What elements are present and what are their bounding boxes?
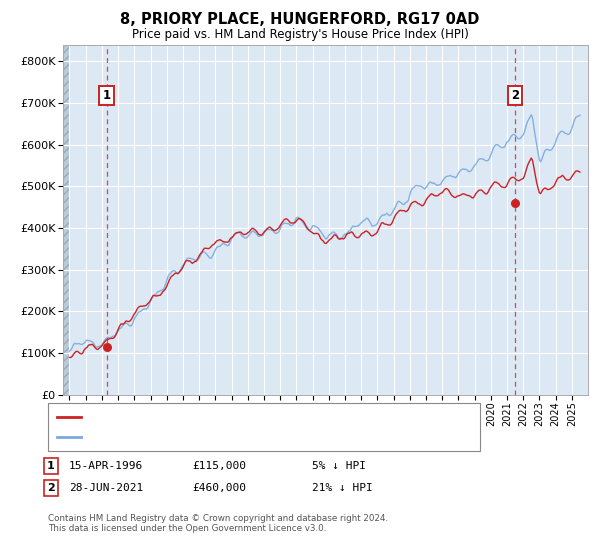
- Text: 2: 2: [47, 483, 55, 493]
- Text: Contains HM Land Registry data © Crown copyright and database right 2024.
This d: Contains HM Land Registry data © Crown c…: [48, 514, 388, 534]
- Text: 15-APR-1996: 15-APR-1996: [69, 461, 143, 471]
- Text: 8, PRIORY PLACE, HUNGERFORD, RG17 0AD: 8, PRIORY PLACE, HUNGERFORD, RG17 0AD: [121, 12, 479, 27]
- Bar: [63, 45, 70, 395]
- Text: HPI: Average price, detached house, West Berkshire: HPI: Average price, detached house, West…: [85, 432, 356, 442]
- Text: 1: 1: [103, 89, 110, 102]
- Text: 2: 2: [511, 89, 519, 102]
- Text: £460,000: £460,000: [192, 483, 246, 493]
- Text: £115,000: £115,000: [192, 461, 246, 471]
- Text: 5% ↓ HPI: 5% ↓ HPI: [312, 461, 366, 471]
- Text: 21% ↓ HPI: 21% ↓ HPI: [312, 483, 373, 493]
- Text: Price paid vs. HM Land Registry's House Price Index (HPI): Price paid vs. HM Land Registry's House …: [131, 28, 469, 41]
- Text: 1: 1: [47, 461, 55, 471]
- Text: 28-JUN-2021: 28-JUN-2021: [69, 483, 143, 493]
- Text: 8, PRIORY PLACE, HUNGERFORD, RG17 0AD (detached house): 8, PRIORY PLACE, HUNGERFORD, RG17 0AD (d…: [85, 412, 408, 422]
